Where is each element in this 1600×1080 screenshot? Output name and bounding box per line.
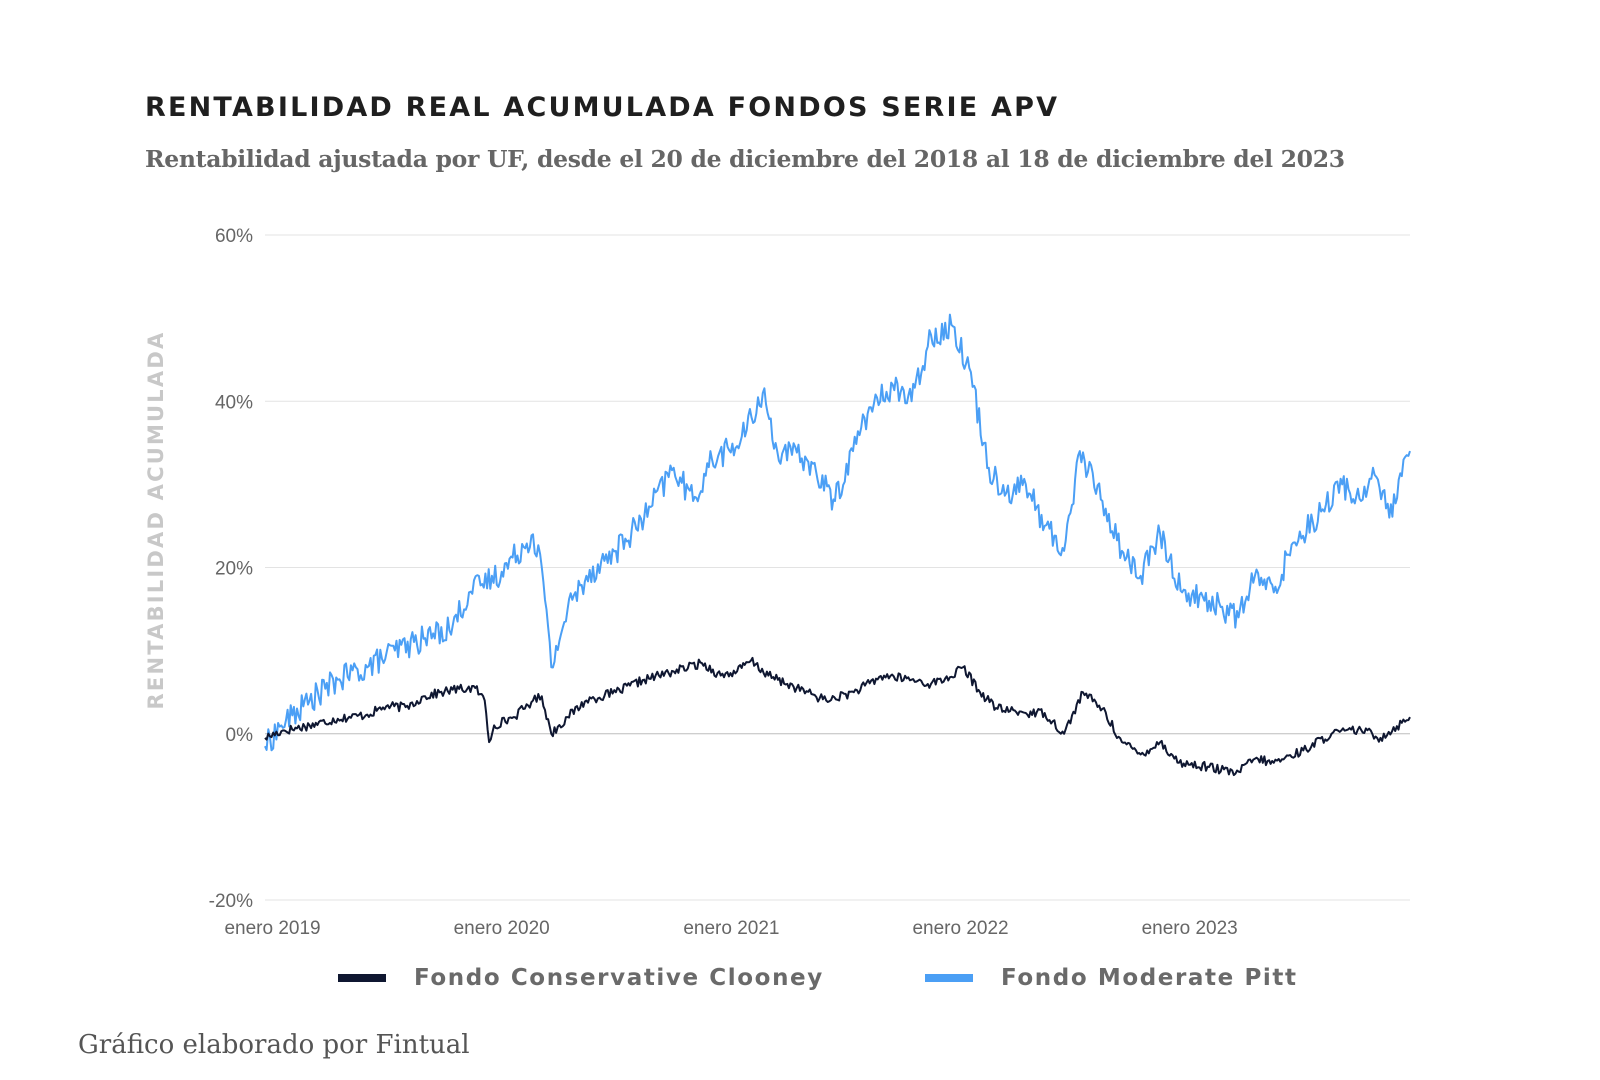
legend-item-conservative: Fondo Conservative Clooney: [338, 965, 824, 991]
y-axis-ticks: -20% 0% 20% 40% 60%: [209, 226, 253, 912]
y-tick-label: 60%: [215, 226, 253, 247]
x-tick-label: enero 2023: [1142, 918, 1238, 939]
y-axis-label: RENTABILIDAD ACUMULADA: [144, 331, 168, 710]
chart-credit: Gráfico elaborado por Fintual: [78, 1030, 470, 1060]
legend-swatch-moderate: [925, 974, 973, 982]
x-tick-label: enero 2019: [224, 918, 320, 939]
legend-item-moderate: Fondo Moderate Pitt: [925, 965, 1298, 991]
series-line-moderate: [264, 313, 1411, 752]
series-line-conservative: [264, 656, 1411, 777]
x-tick-label: enero 2021: [683, 918, 779, 939]
chart-subtitle: Rentabilidad ajustada por UF, desde el 2…: [145, 145, 1345, 173]
line-chart: -20%0%20%40%60% enero 2019 enero 2020 ener…: [144, 226, 1411, 939]
x-tick-label: enero 2020: [454, 918, 550, 939]
legend-label-moderate: Fondo Moderate Pitt: [1001, 965, 1298, 991]
x-axis-ticks: enero 2019 enero 2020 enero 2021 enero 2022…: [224, 918, 1237, 939]
chart-title: RENTABILIDAD REAL ACUMULADA FONDOS SERIE…: [145, 92, 1060, 123]
y-tick-label: 40%: [215, 392, 253, 413]
legend-label-conservative: Fondo Conservative Clooney: [414, 965, 824, 991]
y-tick-label: -20%: [209, 891, 253, 912]
grid: [265, 234, 1410, 901]
legend-swatch-conservative: [338, 974, 386, 982]
legend: Fondo Conservative Clooney Fondo Moderat…: [0, 965, 1600, 1005]
y-tick-label: 20%: [215, 559, 253, 580]
series-lines: [264, 313, 1411, 777]
x-tick-label: enero 2022: [912, 918, 1008, 939]
y-tick-label: 0%: [226, 725, 254, 746]
